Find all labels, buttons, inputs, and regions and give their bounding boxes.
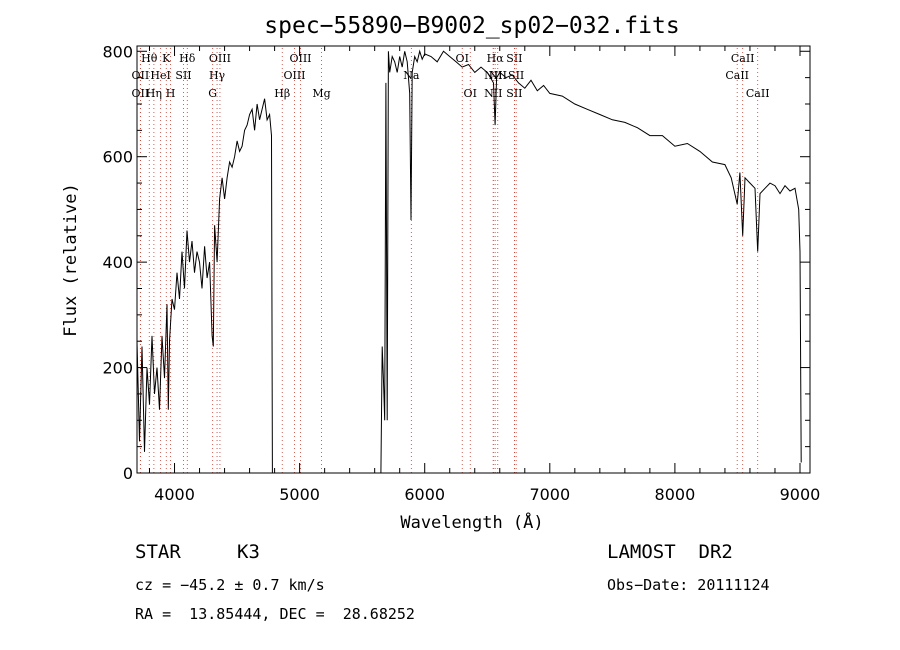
line-label: OII bbox=[132, 87, 150, 100]
coordinates: RA = 13.85444, DEC = 28.68252 bbox=[135, 605, 415, 623]
chart-title: spec−55890−B9002_sp02−032.fits bbox=[264, 13, 679, 39]
line-label: SII bbox=[508, 69, 524, 82]
line-label: OIII bbox=[283, 69, 305, 82]
line-label: HeI bbox=[150, 69, 170, 82]
survey-name: LAMOST DR2 bbox=[607, 541, 733, 563]
y-tick-label: 400 bbox=[102, 253, 133, 272]
line-label: Hδ bbox=[179, 52, 196, 65]
line-label: SII bbox=[175, 69, 191, 82]
y-axis: 0 200 400 600 800 bbox=[102, 42, 810, 483]
object-class: STAR bbox=[135, 541, 181, 563]
line-label: Mg bbox=[312, 87, 330, 100]
line-label: SII bbox=[506, 52, 522, 65]
line-label: Hβ bbox=[274, 87, 290, 100]
line-label: Na bbox=[403, 69, 420, 82]
line-label: Hα bbox=[487, 52, 505, 65]
x-tick-label: 5000 bbox=[279, 485, 320, 504]
object-subclass: K3 bbox=[237, 541, 260, 563]
line-label: CaII bbox=[746, 87, 770, 100]
line-label: SII bbox=[506, 87, 522, 100]
x-tick-label: 6000 bbox=[404, 485, 445, 504]
line-label: Hθ bbox=[141, 52, 158, 65]
line-label: NII bbox=[484, 87, 502, 100]
line-label: OIII bbox=[209, 52, 231, 65]
flux-line-segment bbox=[380, 49, 802, 474]
line-label: Hγ bbox=[209, 69, 226, 82]
line-label: CaII bbox=[725, 69, 749, 82]
observation-date: Obs−Date: 20111124 bbox=[607, 576, 770, 594]
x-tick-label: 8000 bbox=[655, 485, 696, 504]
flux-series bbox=[136, 49, 802, 474]
line-label: OI bbox=[464, 87, 477, 100]
line-label: G bbox=[208, 87, 217, 100]
x-tick-label: 7000 bbox=[529, 485, 570, 504]
line-label: OII bbox=[132, 69, 150, 82]
y-tick-label: 600 bbox=[102, 148, 133, 167]
y-tick-label: 0 bbox=[123, 464, 133, 483]
flux-line-segment bbox=[136, 98, 273, 474]
line-label: OI bbox=[456, 52, 469, 65]
y-tick-label: 800 bbox=[102, 42, 133, 61]
x-tick-label: 9000 bbox=[780, 485, 821, 504]
line-label: H bbox=[166, 87, 176, 100]
x-tick-label: 4000 bbox=[154, 485, 195, 504]
y-axis-label: Flux (relative) bbox=[61, 183, 81, 337]
x-axis: 4000 5000 6000 7000 8000 9000 bbox=[149, 46, 821, 504]
plot-frame bbox=[136, 45, 811, 474]
line-label: Hη bbox=[146, 87, 162, 100]
redshift-velocity: cz = −45.2 ± 0.7 km/s bbox=[135, 576, 325, 594]
x-axis-label: Wavelength (Å) bbox=[400, 511, 543, 533]
y-tick-label: 200 bbox=[102, 359, 133, 378]
line-label: OIII bbox=[289, 52, 311, 65]
spectral-line-markers: Hθ OII OII K HeI Hη H Hδ SII OIII Hγ G Hβ OIII OIII Mg N… bbox=[132, 48, 770, 473]
line-label: K bbox=[162, 52, 171, 65]
line-label: CaII bbox=[731, 52, 755, 65]
